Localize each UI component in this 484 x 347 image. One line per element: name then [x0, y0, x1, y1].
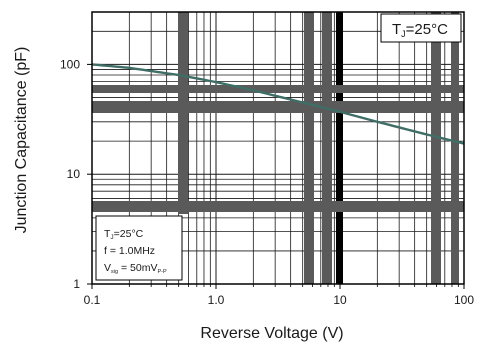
condition-frequency: f = 1.0MHz	[104, 245, 155, 257]
y-tick-label: 1	[73, 277, 80, 291]
conditions-box: TJ=25°C f = 1.0MHz Vsig = 50mVP-P	[95, 215, 183, 281]
plot-frame	[91, 11, 465, 285]
x-tick-label: 100	[454, 293, 474, 307]
capacitance-curve	[91, 63, 465, 145]
grid-band-vertical	[304, 12, 314, 284]
grid-band-vertical	[322, 12, 332, 284]
y-axis-label: Junction Capacitance (pF)	[13, 47, 30, 234]
curve-layer	[91, 63, 465, 145]
grid-band-vertical	[451, 12, 459, 284]
temp-label-box: TJ=25°C	[380, 13, 462, 43]
grid-band-horizontal	[92, 85, 464, 93]
x-tick-label: 0.1	[84, 293, 101, 307]
x-tick-label: 10	[333, 293, 347, 307]
y-tick-label: 10	[67, 167, 81, 181]
y-tick-label: 100	[60, 57, 80, 71]
grid-band-vertical-bold	[336, 12, 343, 284]
condition-temp: TJ=25°C	[104, 228, 144, 241]
ticks-layer: 0.1 1.0 10 100 1 10 100	[60, 57, 474, 307]
grid-layer	[92, 12, 464, 284]
temp-label: TJ=25°C	[392, 21, 448, 39]
x-tick-label: 1.0	[208, 293, 225, 307]
x-axis-label: Reverse Voltage (V)	[200, 325, 343, 342]
grid-band-vertical	[431, 12, 441, 284]
grid-band-horizontal	[92, 101, 464, 113]
condition-vsig: Vsig = 50mVP-P	[104, 262, 167, 275]
grid-band-horizontal	[92, 201, 464, 212]
